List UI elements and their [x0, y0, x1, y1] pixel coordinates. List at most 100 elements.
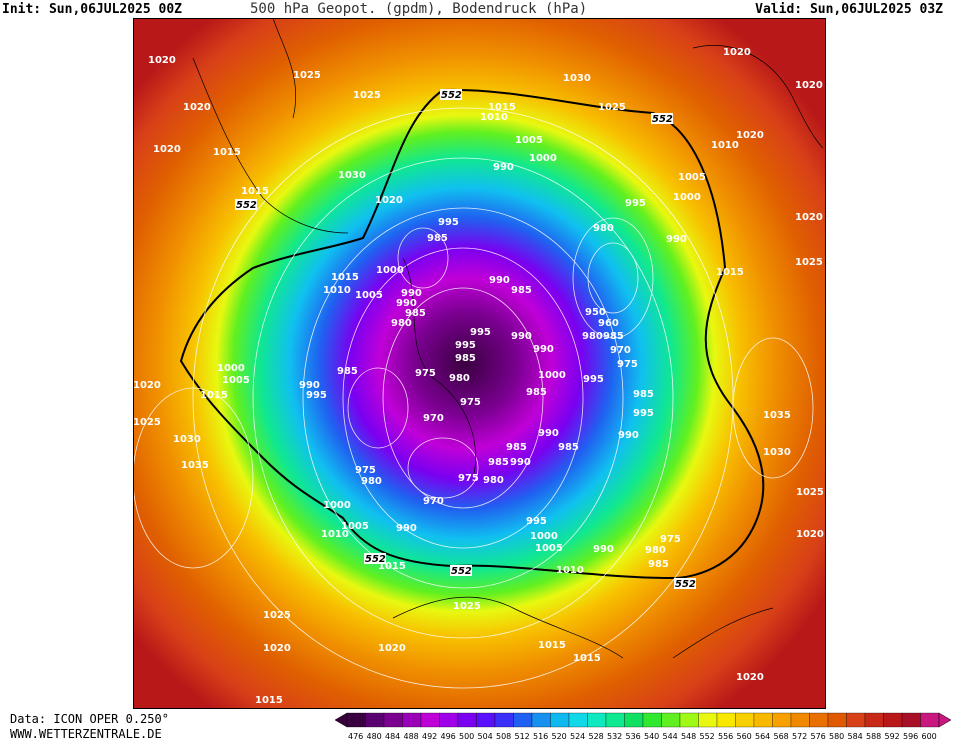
isobar-label: 990: [593, 544, 614, 555]
isobar-label: 1000: [538, 370, 566, 381]
isobar-label: 1030: [173, 434, 201, 445]
isobar-label: 1015: [716, 267, 744, 278]
contour-552-label: 552: [365, 554, 386, 565]
legend-value: 588: [866, 732, 881, 741]
isobar-label: 1000: [376, 265, 404, 276]
legend-value: 512: [515, 732, 530, 741]
legend-value: 548: [681, 732, 696, 741]
contour-552-label-bg: [450, 565, 472, 576]
legend-value: 484: [385, 732, 400, 741]
website: WWW.WETTERZENTRALE.DE: [10, 727, 162, 741]
header: Init: Sun,06JUL2025 00Z 500 hPa Geopot. …: [0, 0, 959, 18]
isobar-label: 1030: [338, 170, 366, 181]
legend-arrow-left: [334, 712, 348, 728]
isobar-label: 980: [593, 223, 614, 234]
isobar-label: 1015: [213, 147, 241, 158]
legend-value: 540: [644, 732, 659, 741]
legend-swatch: [550, 712, 570, 728]
legend-value: 592: [885, 732, 900, 741]
isobar-label: 1020: [736, 672, 764, 683]
isobar-label: 1020: [736, 130, 764, 141]
legend-value: 480: [367, 732, 382, 741]
isobar-label: 1035: [181, 460, 209, 471]
isobar-label: 995: [455, 340, 476, 351]
isobar-label: 985: [558, 442, 579, 453]
legend-value: 560: [737, 732, 752, 741]
isobar-label: 985: [633, 389, 654, 400]
legend-value: 492: [422, 732, 437, 741]
legend-value: 528: [589, 732, 604, 741]
isobar-label: 1005: [535, 543, 563, 554]
isobar-label: 1015: [573, 653, 601, 664]
legend-swatch: [568, 712, 588, 728]
isobar-label: 1000: [217, 363, 245, 374]
isobar-label: 985: [511, 285, 532, 296]
legend-swatch: [587, 712, 607, 728]
legend-swatch: [864, 712, 884, 728]
isobar-label: 995: [470, 327, 491, 338]
contour-552-label: 552: [236, 200, 257, 211]
legend-arrow-right: [938, 712, 952, 728]
isobar-label: 1030: [563, 73, 591, 84]
isobar-label: 990: [538, 428, 559, 439]
isobar-label: 950: [585, 307, 606, 318]
isobar-label: 1005: [678, 172, 706, 183]
legend-swatch: [365, 712, 385, 728]
isobar-label: 1020: [796, 529, 824, 540]
isobar-label: 995: [306, 390, 327, 401]
isobar-label: 975: [460, 397, 481, 408]
legend-swatch: [531, 712, 551, 728]
legend-value: 564: [755, 732, 770, 741]
legend-value: 568: [774, 732, 789, 741]
isobar-label: 970: [610, 345, 631, 356]
isobar-label: 985: [506, 442, 527, 453]
legend-swatch: [439, 712, 459, 728]
color-legend: 476 480 484 488 492 496 500 504 508 512 516 520 524 5…: [334, 712, 952, 741]
legend-value: 572: [792, 732, 807, 741]
isobar-label: 1000: [530, 531, 558, 542]
legend-swatch: [457, 712, 477, 728]
legend-value: 556: [718, 732, 733, 741]
isobar-labels: 1020 1025 1025 1020 1020 1015 1015 1030 1020 1030…: [133, 47, 824, 706]
isobar-label: 1015: [200, 390, 228, 401]
geopotential-field: [133, 18, 826, 709]
isobar-label: 975: [458, 473, 479, 484]
contour-552-label-bg: [235, 199, 257, 210]
legend-swatch: [420, 712, 440, 728]
valid-time: Valid: Sun,06JUL2025 03Z: [755, 2, 943, 17]
isobar-label: 1005: [222, 375, 250, 386]
isobar-label: 980: [391, 318, 412, 329]
legend-swatch: [624, 712, 644, 728]
isobar-label: 1010: [711, 140, 739, 151]
legend-swatch: [346, 712, 366, 728]
map-title: 500 hPa Geopot. (gpdm), Bodendruck (hPa): [250, 1, 588, 17]
isobar-label: 990: [666, 234, 687, 245]
isobar-label: 985: [603, 331, 624, 342]
weather-map: 1020 1025 1025 1020 1020 1015 1015 1030 1020 1030…: [133, 18, 826, 709]
isobar-label: 990: [618, 430, 639, 441]
legend-value: 516: [533, 732, 548, 741]
contour-552-label: 552: [652, 114, 673, 125]
legend-value: 600: [922, 732, 937, 741]
isobar-label: 980: [645, 545, 666, 556]
isobar-label: 1020: [723, 47, 751, 58]
isobar-label: 990: [396, 523, 417, 534]
isobar-label: 1015: [331, 272, 359, 283]
legend-value: 596: [903, 732, 918, 741]
isobar-label: 1025: [133, 417, 161, 428]
legend-value: 520: [552, 732, 567, 741]
isobar-label: 1015: [241, 186, 269, 197]
contour-552-label-bg: [651, 113, 673, 124]
isobar-label: 990: [511, 331, 532, 342]
contour-552-label: 552: [441, 90, 462, 101]
isobar-label: 990: [299, 380, 320, 391]
legend-swatch: [383, 712, 403, 728]
isobar-label: 980: [483, 475, 504, 486]
isobar-lines: [133, 107, 814, 689]
isobar-label: 975: [355, 465, 376, 476]
isobar-label: 970: [423, 496, 444, 507]
isobar-label: 1020: [263, 643, 291, 654]
legend-swatch: [901, 712, 921, 728]
legend-value: 532: [607, 732, 622, 741]
legend-value: 508: [496, 732, 511, 741]
